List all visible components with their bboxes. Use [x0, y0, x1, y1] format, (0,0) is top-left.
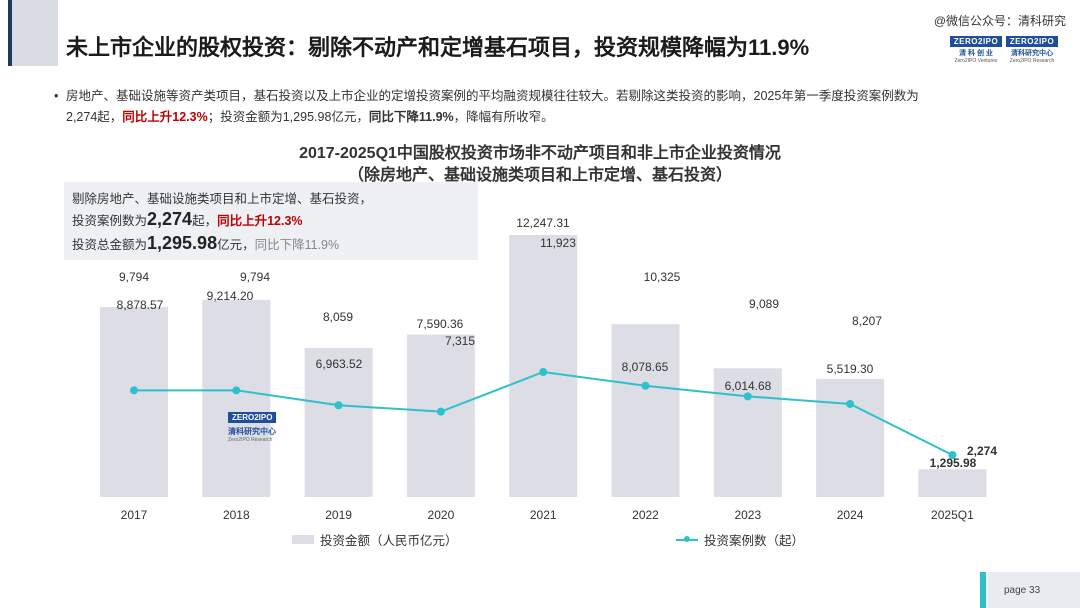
count-point-2024 [846, 399, 855, 408]
x-tick-label: 2017 [121, 508, 148, 522]
summary-count-value: 2,274 [147, 209, 193, 229]
title-accent-block [12, 0, 58, 66]
bullet-bold-1: 同比下降11.9% [368, 110, 454, 124]
logo-cn: 清科研究中心 [1011, 50, 1053, 57]
bar-value-label: 7,590.36 [417, 317, 464, 331]
page-title: 未上市企业的股权投资：剔除不动产和定增基石项目，投资规模降幅为11.9% [66, 35, 810, 60]
summary-box: 剔除房地产、基础设施类项目和上市定增、基石投资， 投资案例数为2,274起，同比… [64, 182, 478, 260]
line-value-label: 9,794 [119, 270, 149, 284]
x-tick-label: 2020 [428, 508, 455, 522]
page-number: page 33 [1004, 585, 1041, 596]
bullet-text-4: ，降幅有所收窄。 [453, 110, 554, 124]
logo-mark: ZERO2IPO [949, 36, 1003, 47]
logo-en: Zero2IPO Research [1009, 58, 1055, 64]
count-point-2023 [743, 392, 752, 401]
watermark-logo: ZERO2IPO 清科研究中心 Zero2IPO Research [228, 412, 277, 443]
bar-value-label: 8,078.65 [622, 360, 669, 374]
bar-value-label: 12,247.31 [516, 216, 570, 230]
summary-amount-unit: 亿元， [217, 238, 255, 252]
footer-box [988, 572, 1080, 608]
bar-value-label: 9,214.20 [207, 289, 254, 303]
bar-2020 [406, 334, 475, 497]
x-tick-label: 2021 [530, 508, 557, 522]
bar-2022 [611, 324, 680, 497]
chart-title: 2017-2025Q1中国股权投资市场非不动产项目和非上市企业投资情况 [299, 145, 781, 162]
watermark-cn: 清科研究中心 [228, 427, 276, 436]
bar-2024 [816, 378, 885, 497]
footer-accent-bar [980, 572, 986, 608]
legend-line-swatch [676, 535, 698, 542]
watermark-mark: ZERO2IPO [228, 412, 277, 423]
logo-cn: 清 科 创 业 [959, 50, 993, 57]
logo-mark: ZERO2IPO [1005, 36, 1059, 47]
legend-count-label: 投资案例数（起） [704, 534, 805, 548]
bar-2017 [100, 307, 168, 497]
bullet-text-1: 房地产、基础设施等资产类项目，基石投资以及上市企业的定增投资案例的平均融资规模往… [66, 89, 919, 103]
header-logos: ZERO2IPO 清 科 创 业 Zero2IPO Ventures ZERO2… [949, 36, 1059, 64]
line-value-label: 10,325 [644, 270, 681, 284]
legend-bar-swatch [292, 535, 314, 544]
line-value-label: 9,089 [749, 297, 779, 311]
summary-count-change: 同比上升12.3% [217, 214, 303, 228]
bullet-text-3: ；投资金额为1,295.98亿元， [207, 110, 369, 124]
logo-en: Zero2IPO Ventures [954, 58, 998, 64]
zero2ipo-ventures-logo: ZERO2IPO 清 科 创 业 Zero2IPO Ventures [949, 36, 1003, 64]
bullet-text-2: 2,274起， [66, 110, 123, 124]
summary-count-label: 投资案例数为 [72, 214, 148, 228]
legend-amount: 投资金额（人民币亿元） [292, 530, 458, 549]
x-tick-label: 2023 [734, 508, 761, 522]
title-accent-bar [8, 0, 12, 66]
line-value-label: 8,059 [323, 310, 353, 324]
bar-value-label: 1,295.98 [930, 456, 977, 470]
wechat-account-label: @微信公众号：清科研究 [933, 14, 1066, 28]
summary-amount-label: 投资总金额为 [72, 238, 148, 252]
bar-value-label: 5,519.30 [827, 362, 874, 376]
x-tick-label: 2018 [223, 508, 250, 522]
bar-2018 [202, 299, 271, 497]
bar-value-label: 8,878.57 [117, 298, 164, 312]
line-value-label: 8,207 [852, 314, 882, 328]
bar-2019 [304, 348, 373, 497]
x-tick-label: 2025Q1 [931, 508, 974, 522]
summary-line-3: 投资总金额为1,295.98亿元，同比下降11.9% [72, 233, 339, 254]
line-value-label: 9,794 [240, 270, 270, 284]
line-value-label: 11,923 [540, 236, 576, 250]
count-point-2018 [232, 386, 241, 395]
legend-amount-label: 投资金额（人民币亿元） [320, 534, 458, 548]
x-tick-label: 2019 [325, 508, 352, 522]
bar-2021 [509, 235, 578, 497]
count-point-2019 [334, 401, 343, 410]
summary-amount-change: 同比下降11.9% [254, 238, 340, 252]
count-point-2020 [436, 407, 445, 416]
count-point-2025Q1 [948, 451, 957, 459]
line-value-label: 7,315 [445, 334, 475, 348]
bullet-dot: • [54, 89, 59, 103]
legend-count: 投资案例数（起） [676, 530, 804, 549]
bar-2025Q1 [918, 469, 987, 497]
bullet-red-1: 同比上升12.3% [122, 110, 208, 124]
x-tick-label: 2022 [632, 508, 659, 522]
count-point-2017 [130, 386, 138, 395]
summary-amount-value: 1,295.98 [147, 233, 218, 253]
bar-value-label: 6,963.52 [316, 357, 363, 371]
count-point-2021 [539, 368, 548, 376]
count-point-2022 [641, 381, 650, 390]
summary-count-unit: 起， [192, 214, 218, 228]
summary-line-1: 剔除房地产、基础设施类项目和上市定增、基石投资， [72, 192, 373, 206]
line-value-label: 2,274 [967, 444, 997, 458]
bar-value-label: 6,014.68 [725, 379, 772, 393]
chart-subtitle: （除房地产、基础设施类项目和上市定增、基石投资） [347, 167, 732, 184]
x-tick-label: 2024 [837, 508, 864, 522]
bar-2023 [713, 368, 782, 497]
summary-line-2: 投资案例数为2,274起，同比上升12.3% [72, 209, 303, 230]
zero2ipo-research-logo: ZERO2IPO 清科研究中心 Zero2IPO Research [1005, 36, 1059, 64]
watermark-en: Zero2IPO Research [228, 437, 273, 443]
bullet-paragraph: • 房地产、基础设施等资产类项目，基石投资以及上市企业的定增投资案例的平均融资规… [54, 86, 1026, 128]
